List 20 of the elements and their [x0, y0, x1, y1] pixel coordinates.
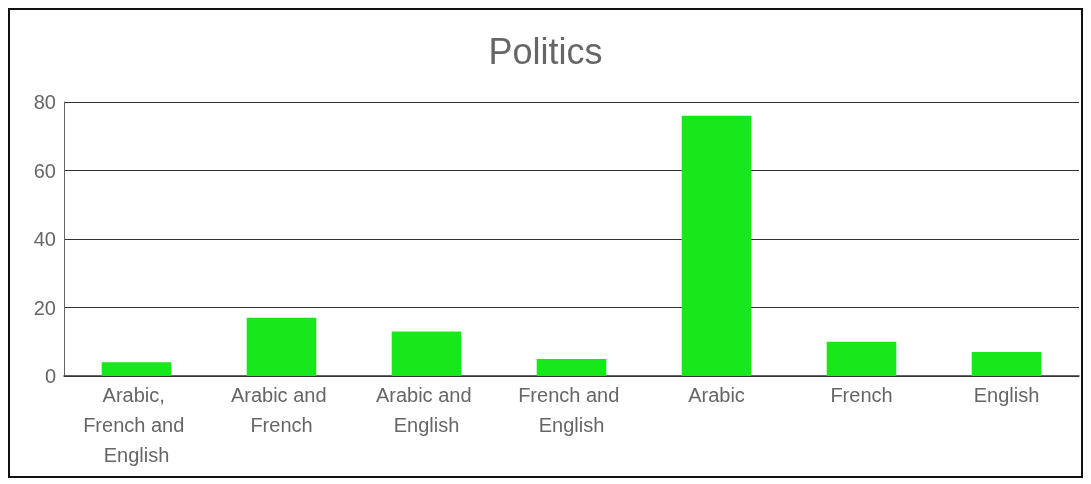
bar	[246, 317, 317, 376]
y-tick-label: 20	[33, 296, 56, 319]
y-tick-label: 0	[44, 365, 56, 387]
bar	[391, 331, 462, 376]
y-tick-label: 80	[33, 91, 56, 113]
x-tick-label: Arabic	[688, 384, 745, 406]
y-tick-label: 40	[33, 228, 56, 250]
y-tick-label: 60	[33, 159, 56, 182]
bar	[536, 358, 607, 376]
x-tick-label: French	[830, 384, 893, 406]
chart-title: Politics	[488, 30, 603, 72]
bar	[971, 352, 1042, 376]
bar	[826, 341, 897, 376]
x-tick-label: English	[973, 384, 1040, 406]
x-tick-label: Arabic and French	[230, 384, 333, 436]
x-tick-label: Arabic and English	[375, 384, 478, 436]
x-tick-label: Arabic, French and English	[83, 384, 190, 466]
x-tick-label: French and English	[518, 384, 625, 436]
bar	[101, 362, 172, 376]
bar	[681, 115, 752, 376]
